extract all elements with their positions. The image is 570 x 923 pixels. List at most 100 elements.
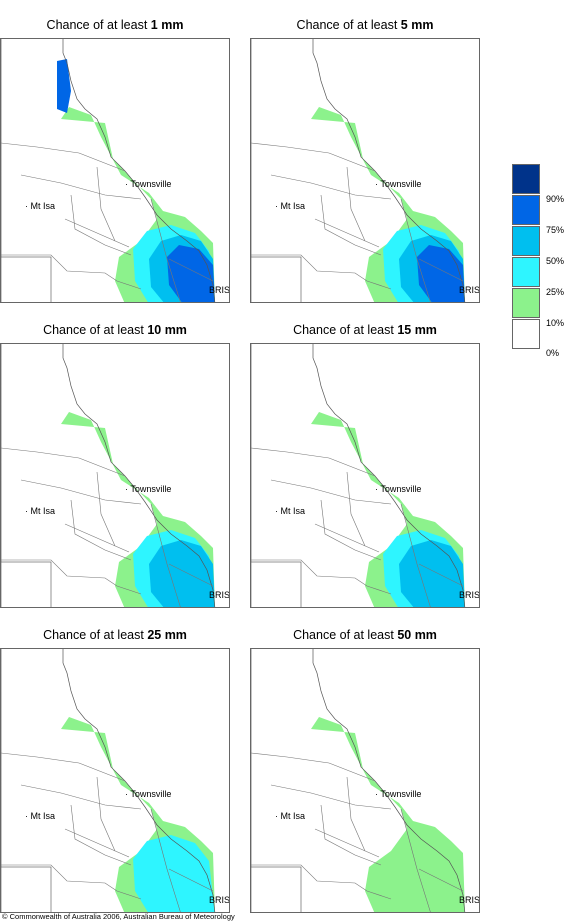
legend-label: 0% [546, 348, 560, 358]
district-boundary [251, 142, 330, 154]
probability-zone [149, 540, 215, 607]
panel-title: Chance of at least 50 mm [293, 628, 437, 642]
legend-label: 75% [546, 225, 565, 235]
district-boundary [96, 471, 116, 547]
coastline [1, 344, 216, 607]
district-boundary [314, 523, 380, 553]
place-label-brisbane: BRIS [459, 895, 480, 905]
legend-label: 10% [546, 318, 565, 328]
probability-zone [399, 540, 465, 607]
district-boundary [251, 254, 392, 290]
map-inset [1, 256, 52, 302]
district-boundary [270, 479, 392, 505]
district-boundary [314, 218, 380, 248]
panel-title: Chance of at least 10 mm [43, 323, 187, 337]
district-boundary [20, 479, 142, 505]
legend-swatch-0 [512, 319, 540, 349]
rainfall-chance-map: · Townsville · Mt Isa BRIS [250, 343, 480, 608]
coastline [1, 39, 216, 302]
panel-title: Chance of at least 1 mm [46, 18, 184, 32]
district-boundary [346, 471, 366, 547]
district-boundary [418, 258, 464, 282]
district-boundary [1, 142, 80, 154]
district-boundary [270, 174, 392, 200]
legend-swatch-50 [512, 226, 540, 256]
place-label-townsville: · Townsville [125, 179, 172, 189]
district-boundary [1, 864, 142, 900]
place-label-mt_isa: · Mt Isa [25, 811, 56, 821]
district-boundary [64, 523, 130, 553]
district-boundary [168, 258, 214, 282]
place-label-townsville: · Townsville [125, 789, 172, 799]
district-boundary [70, 499, 132, 561]
district-boundary [251, 864, 392, 900]
district-boundary [251, 559, 392, 595]
district-boundary [400, 808, 431, 912]
district-boundary [78, 762, 126, 782]
panel-title: Chance of at least 5 mm [296, 18, 434, 32]
place-label-townsville: · Townsville [125, 484, 172, 494]
district-boundary [400, 503, 431, 607]
panel-title: Chance of at least 15 mm [293, 323, 437, 337]
district-boundary [400, 198, 431, 302]
district-boundary [320, 804, 382, 866]
map-inset [251, 561, 302, 607]
district-boundary [328, 152, 376, 172]
coastline [251, 344, 466, 607]
probability-zone [417, 245, 465, 302]
legend-label: 25% [546, 287, 565, 297]
rainfall-chance-map: · Townsville · Mt Isa BRIS [250, 648, 480, 913]
map-inset [251, 256, 302, 302]
district-boundary [328, 457, 376, 477]
district-boundary [20, 174, 142, 200]
district-boundary [168, 563, 214, 587]
coastline [1, 649, 216, 912]
district-boundary [270, 784, 392, 810]
probability-zone [133, 835, 215, 912]
place-label-mt_isa: · Mt Isa [25, 201, 56, 211]
district-boundary [320, 499, 382, 561]
legend-swatch-90 [512, 164, 540, 194]
place-label-mt_isa: · Mt Isa [275, 201, 306, 211]
district-boundary [418, 563, 464, 587]
map-inset [1, 866, 52, 912]
rainfall-chance-map: · Townsville · Mt Isa BRIS [0, 343, 230, 608]
district-boundary [1, 559, 142, 595]
district-boundary [96, 776, 116, 852]
district-boundary [150, 503, 181, 607]
probability-zone [167, 245, 215, 302]
district-boundary [70, 804, 132, 866]
district-boundary [96, 166, 116, 242]
district-boundary [346, 166, 366, 242]
probability-zone [311, 717, 465, 912]
district-boundary [78, 457, 126, 477]
rainfall-chance-map: · Townsville · Mt Isa BRIS [0, 648, 230, 913]
legend-label: 50% [546, 256, 565, 266]
district-boundary [168, 868, 214, 892]
district-boundary [1, 752, 80, 764]
rainfall-chance-map: · Townsville · Mt Isa BRIS [0, 38, 230, 303]
district-boundary [150, 808, 181, 912]
panel-title: Chance of at least 25 mm [43, 628, 187, 642]
district-boundary [346, 776, 366, 852]
place-label-brisbane: BRIS [209, 590, 230, 600]
legend-swatch-25 [512, 257, 540, 287]
district-boundary [251, 447, 330, 459]
district-boundary [251, 752, 330, 764]
district-boundary [320, 194, 382, 256]
rainfall-chance-map: · Townsville · Mt Isa BRIS [250, 38, 480, 303]
place-label-townsville: · Townsville [375, 484, 422, 494]
place-label-townsville: · Townsville [375, 789, 422, 799]
district-boundary [64, 828, 130, 858]
place-label-mt_isa: · Mt Isa [275, 811, 306, 821]
coastline [251, 39, 466, 302]
legend-swatch-10 [512, 288, 540, 318]
place-label-townsville: · Townsville [375, 179, 422, 189]
district-boundary [1, 254, 142, 290]
district-boundary [150, 198, 181, 302]
district-boundary [64, 218, 130, 248]
legend-swatch-75 [512, 195, 540, 225]
district-boundary [418, 868, 464, 892]
district-boundary [70, 194, 132, 256]
coastline [251, 649, 466, 912]
